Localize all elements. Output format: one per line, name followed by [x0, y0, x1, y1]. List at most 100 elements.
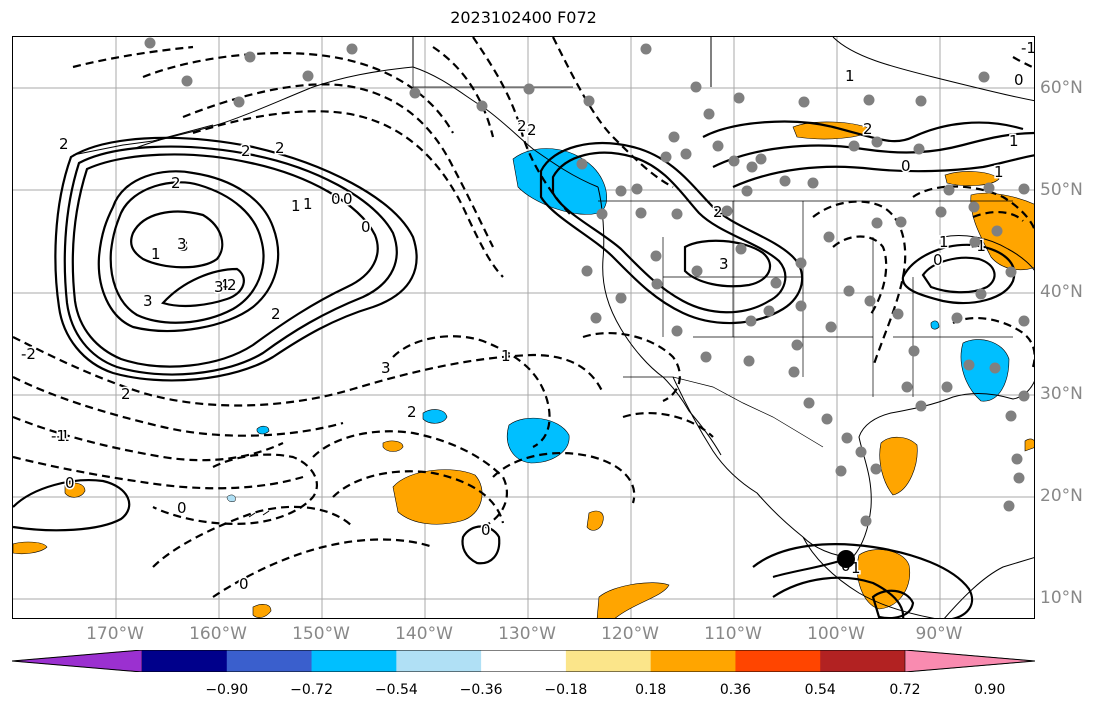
station-dot: [843, 285, 855, 297]
station-dot: [798, 96, 810, 108]
station-dot: [660, 151, 672, 163]
lon-label: 120°W: [601, 624, 659, 644]
gridlines: [13, 37, 1034, 618]
contour-label: 2: [407, 403, 417, 421]
station-dot: [1005, 266, 1017, 278]
station-dot: [746, 161, 758, 173]
contour-label: 1: [994, 163, 1004, 181]
station-dot: [969, 236, 981, 248]
station-dot: [703, 108, 715, 120]
station-dot: [596, 208, 608, 220]
contour-label: 1: [291, 197, 301, 215]
contour-label: 0: [1014, 71, 1024, 89]
colorbar-swatch: [650, 650, 736, 672]
lon-label: 100°W: [807, 624, 865, 644]
station-dot: [244, 51, 256, 63]
contour-label: 0: [239, 575, 249, 593]
station-dot: [733, 92, 745, 104]
lat-label: 40°N: [1040, 282, 1083, 302]
lat-label: 10°N: [1040, 588, 1083, 608]
station-dot: [523, 83, 535, 95]
colorbar-swatch: [565, 650, 652, 672]
station-dot: [989, 362, 1001, 374]
station-dot: [640, 43, 652, 55]
station-dot: [763, 305, 775, 317]
station-dot: [302, 70, 314, 82]
lon-label: 110°W: [704, 624, 762, 644]
colorbar-tick-label: −0.72: [290, 682, 333, 698]
map-title: 2023102400 F072: [450, 8, 597, 27]
station-dot: [476, 100, 488, 112]
station-dots: [144, 37, 1030, 527]
contour-label: 3: [177, 235, 187, 253]
station-dot: [803, 397, 815, 409]
colorbar-tick-label: −0.36: [459, 682, 503, 698]
station-dot: [144, 37, 156, 49]
station-dot: [346, 43, 358, 55]
station-dot: [691, 265, 703, 277]
station-dot: [968, 201, 980, 213]
station-dot: [975, 288, 987, 300]
lon-label: 90°W: [915, 624, 963, 644]
station-dot: [901, 381, 913, 393]
station-dot: [615, 185, 627, 197]
colorbar-swatch: [735, 650, 821, 672]
colorbar-swatch: [396, 650, 482, 672]
station-dot: [823, 231, 835, 243]
colorbar-swatch: [481, 650, 567, 672]
colorbar-extend-low: [12, 650, 143, 672]
contour-label: 3: [214, 278, 224, 296]
contour-label: 2: [171, 174, 181, 192]
station-dot: [615, 292, 627, 304]
contour-label: 2: [713, 203, 723, 221]
contour-label: 1: [501, 347, 511, 365]
station-dot: [735, 243, 747, 255]
colorbar-tick-label: 0.90: [974, 682, 1006, 698]
station-dot: [728, 155, 740, 167]
map-panel: 3 2 1 4 2 3 0 0 2 3 1 2 3 3 2 2 1 0 2 1 2 2 2 -1 0 0 0 3 2 1 0 1 0 1 1 0 -1-…: [12, 36, 1035, 619]
contour-label: 3: [381, 359, 391, 377]
station-dot: [963, 359, 975, 371]
contours-negative: [13, 37, 1034, 598]
colorbar-extend-high: [904, 650, 1035, 672]
contour-label: 2: [121, 385, 131, 403]
station-dot: [690, 81, 702, 93]
station-dot: [745, 315, 757, 327]
station-dot: [935, 206, 947, 218]
contour-label: 0: [65, 474, 75, 492]
colorbar-tick-label: −0.54: [374, 682, 418, 698]
coastlines: [72, 37, 1034, 618]
contour-label: 0: [481, 521, 491, 539]
contour-label: 2: [271, 305, 281, 323]
contour-label: 2: [275, 139, 285, 157]
station-dot: [788, 366, 800, 378]
station-dot: [951, 312, 963, 324]
station-dot: [983, 182, 995, 194]
station-dot: [791, 339, 803, 351]
lat-label: 50°N: [1040, 180, 1083, 200]
station-dot: [870, 463, 882, 475]
station-dot: [581, 265, 593, 277]
station-dot: [712, 140, 724, 152]
contour-label: 2: [241, 142, 251, 160]
station-dot: [181, 75, 193, 87]
station-dot: [908, 345, 920, 357]
station-dot: [821, 413, 833, 425]
contour-label: 1: [303, 195, 313, 213]
station-dot: [860, 515, 872, 527]
contour-label: 2: [517, 117, 527, 135]
station-dot: [233, 96, 245, 108]
colorbar-tick-label: −0.90: [205, 682, 249, 698]
colorbar-tick-label: 0.54: [804, 682, 836, 698]
station-dot: [635, 207, 647, 219]
station-dot: [583, 95, 595, 107]
colorbar-tick-label: 0.72: [889, 682, 921, 698]
contour-label: 2: [863, 120, 873, 138]
station-dot: [835, 465, 847, 477]
contour-label: -2: [21, 345, 36, 363]
station-dot: [941, 381, 953, 393]
station-dot: [991, 225, 1003, 237]
lat-label: 60°N: [1040, 78, 1083, 98]
contour-label: 3: [719, 255, 729, 273]
station-dot: [755, 153, 767, 165]
